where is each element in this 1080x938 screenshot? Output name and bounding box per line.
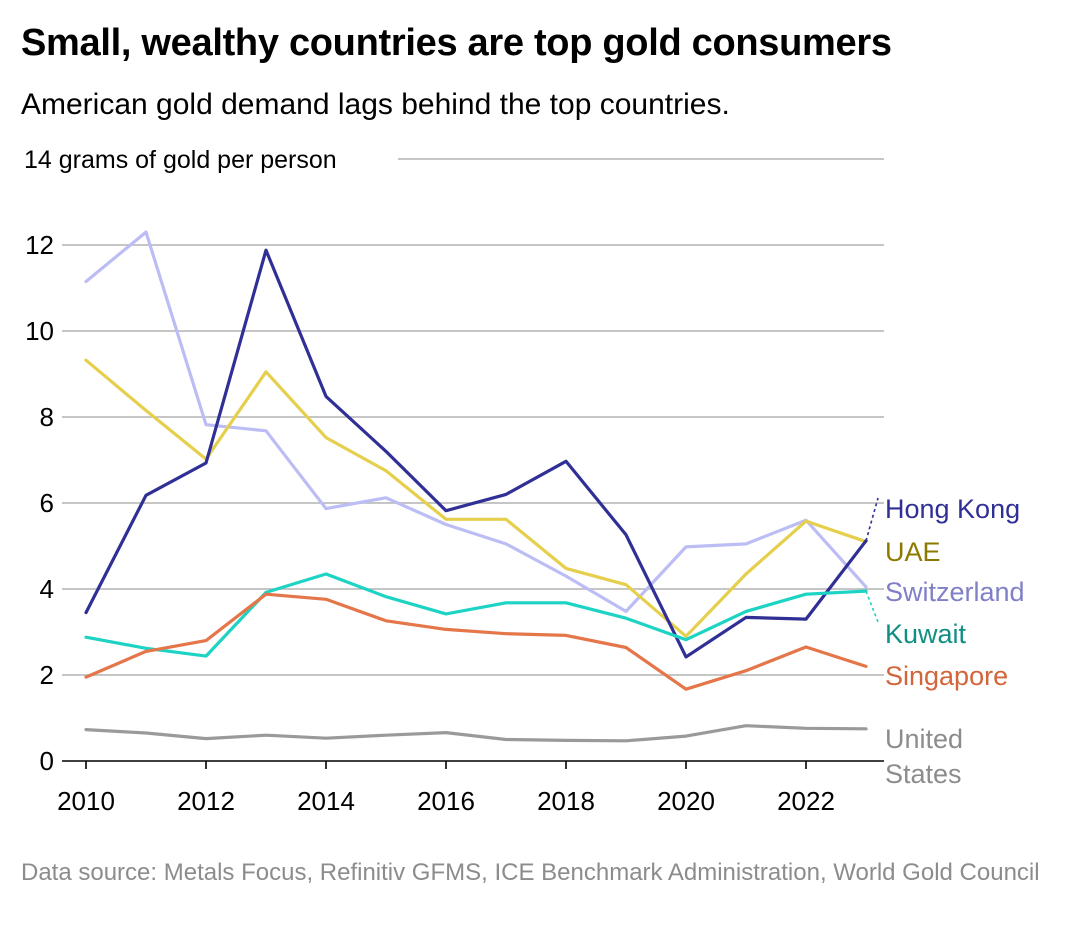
y-tick-label-10: 10 bbox=[25, 316, 54, 346]
leader-hong-kong bbox=[865, 497, 879, 542]
series-line-singapore bbox=[84, 592, 868, 691]
series-label-hong-kong: Hong Kong bbox=[885, 494, 1020, 524]
y-tick-label-2: 2 bbox=[40, 660, 54, 690]
x-axis-ticks: 2010 2012 2014 2016 2018 2020 2022 bbox=[57, 761, 835, 816]
grid-lines bbox=[62, 158, 884, 676]
data-source-note: Data source: Metals Focus, Refinitiv GFM… bbox=[21, 859, 1040, 886]
series-label-singapore: Singapore bbox=[885, 661, 1008, 691]
series-line-united-states bbox=[84, 724, 868, 743]
series-label-united-states: United States bbox=[885, 724, 963, 789]
series-label-switzerland: Switzerland bbox=[885, 577, 1025, 607]
y-tick-label-6: 6 bbox=[40, 488, 54, 518]
x-tick-label-2012: 2012 bbox=[177, 786, 235, 816]
series-label-kuwait: Kuwait bbox=[885, 619, 967, 649]
series-line-uae bbox=[84, 358, 868, 638]
series-line-hong-kong bbox=[84, 248, 868, 659]
x-tick-label-2020: 2020 bbox=[657, 786, 715, 816]
y-axis-ticks: 0 2 4 6 8 10 12 14 grams of gold per person bbox=[24, 146, 337, 776]
y-tick-label-4: 4 bbox=[40, 574, 54, 604]
y-tick-label-8: 8 bbox=[40, 402, 54, 432]
series-lines bbox=[84, 230, 868, 743]
x-tick-label-2016: 2016 bbox=[417, 786, 475, 816]
y-tick-label-0: 0 bbox=[40, 746, 54, 776]
chart-subtitle: American gold demand lags behind the top… bbox=[21, 88, 730, 121]
x-tick-label-2022: 2022 bbox=[777, 786, 835, 816]
series-labels: Switzerland UAE Hong Kong Kuwait Singapore Un… bbox=[865, 494, 1025, 789]
series-label-uae: UAE bbox=[885, 537, 941, 567]
series-line-switzerland bbox=[84, 230, 868, 614]
x-tick-label-2018: 2018 bbox=[537, 786, 595, 816]
leader-kuwait bbox=[865, 590, 879, 623]
y-tick-label-12: 12 bbox=[25, 230, 54, 260]
y-axis-label: 14 grams of gold per person bbox=[24, 146, 337, 174]
chart-title: Small, wealthy countries are top gold co… bbox=[21, 22, 892, 64]
series-line-kuwait bbox=[84, 572, 868, 658]
x-tick-label-2010: 2010 bbox=[57, 786, 115, 816]
x-tick-label-2014: 2014 bbox=[297, 786, 355, 816]
